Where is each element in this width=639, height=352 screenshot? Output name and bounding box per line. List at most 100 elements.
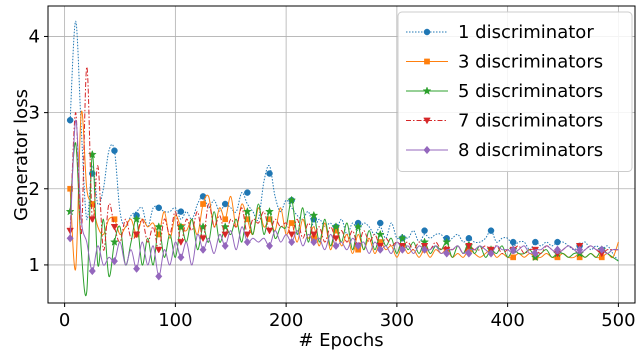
data-point: [310, 237, 318, 247]
data-point: [221, 200, 229, 208]
data-point: [244, 189, 251, 196]
series-5: [66, 119, 619, 281]
data-point: [66, 234, 74, 243]
data-point: [177, 208, 185, 215]
data-point: [465, 243, 473, 250]
data-point: [509, 238, 517, 246]
data-point: [532, 238, 539, 246]
data-point: [287, 195, 297, 204]
data-point: [510, 254, 517, 261]
data-point: [553, 245, 561, 254]
data-point: [465, 249, 473, 258]
data-point: [531, 249, 539, 258]
data-point: [88, 216, 97, 224]
series-layer: [65, 20, 619, 297]
data-point: [398, 245, 406, 254]
legend-marker: [422, 86, 432, 95]
data-point: [353, 222, 363, 231]
data-point: [554, 238, 561, 246]
x-tick-label: 200: [269, 310, 303, 331]
legend-marker: [423, 117, 431, 125]
data-point: [111, 147, 118, 154]
x-tick-label: 100: [158, 310, 192, 331]
x-axis-label: # Epochs: [298, 330, 383, 351]
data-point: [243, 237, 251, 247]
data-point: [110, 223, 119, 231]
data-point: [222, 216, 229, 223]
data-point: [288, 237, 296, 247]
legend-entry: 3 discriminators: [406, 52, 603, 73]
data-point: [310, 231, 318, 239]
plot-frame: [47, 5, 636, 304]
data-point: [200, 201, 206, 207]
y-tick-label: 4: [29, 26, 40, 47]
legend-entry: 7 discriminators: [406, 111, 603, 132]
data-point: [487, 227, 495, 234]
y-tick-label: 2: [29, 179, 40, 200]
data-point: [287, 231, 296, 239]
data-point: [87, 149, 97, 159]
data-point: [155, 204, 163, 212]
y-axis-label: Generator loss: [11, 89, 32, 221]
x-tick-label: 400: [490, 310, 524, 331]
data-point: [199, 235, 207, 243]
legend-marker: [424, 58, 430, 65]
data-point: [266, 170, 273, 177]
data-point: [487, 249, 495, 258]
data-point: [443, 249, 451, 258]
data-point: [154, 222, 164, 231]
legend-label: 1 discriminator: [458, 22, 594, 43]
data-point: [243, 231, 252, 239]
data-point: [155, 231, 162, 238]
data-point: [265, 241, 274, 251]
data-point: [375, 229, 385, 239]
data-point: [332, 235, 340, 243]
data-point: [598, 245, 606, 254]
legend-marker: [423, 145, 431, 155]
legend-label: 8 discriminators: [458, 140, 603, 161]
data-point: [242, 206, 252, 216]
data-point: [221, 231, 229, 239]
data-point: [331, 222, 341, 231]
legend-entry: 1 discriminator: [406, 22, 594, 43]
data-point: [177, 253, 185, 262]
series-line: [69, 66, 619, 255]
data-point: [110, 256, 118, 266]
legend-entry: 8 discriminators: [406, 140, 603, 161]
data-point: [132, 214, 142, 224]
data-point: [265, 206, 274, 216]
data-point: [288, 220, 295, 226]
data-point: [354, 241, 362, 251]
x-tick-label: 500: [601, 310, 635, 331]
legend: 1 discriminator 3 discriminators 5 discrim…: [397, 11, 633, 172]
axis-ticks: 0 100 200 300 400 500 1 2 3 4: [29, 26, 636, 331]
data-point: [421, 227, 428, 234]
data-point: [220, 222, 230, 231]
y-tick-label: 3: [29, 103, 40, 124]
data-point: [109, 237, 119, 246]
legend-marker: [423, 28, 431, 36]
data-point: [155, 246, 163, 254]
x-tick-label: 0: [59, 310, 70, 331]
data-point: [221, 241, 229, 251]
data-point: [111, 216, 118, 223]
data-point: [132, 231, 141, 239]
data-point: [65, 206, 75, 216]
data-point: [133, 264, 141, 273]
data-point: [421, 245, 429, 254]
legend-box: [397, 11, 633, 172]
data-point: [397, 233, 407, 243]
data-point: [442, 237, 452, 246]
data-point: [67, 185, 74, 192]
y-tick-label: 1: [29, 255, 40, 276]
legend-entry: 5 discriminators: [406, 81, 603, 102]
data-point: [199, 245, 207, 254]
data-point: [309, 210, 319, 220]
data-point: [66, 116, 74, 124]
data-point: [465, 235, 473, 242]
data-point: [376, 245, 384, 254]
data-point: [265, 227, 274, 235]
data-point: [177, 239, 185, 246]
data-point: [332, 241, 340, 251]
